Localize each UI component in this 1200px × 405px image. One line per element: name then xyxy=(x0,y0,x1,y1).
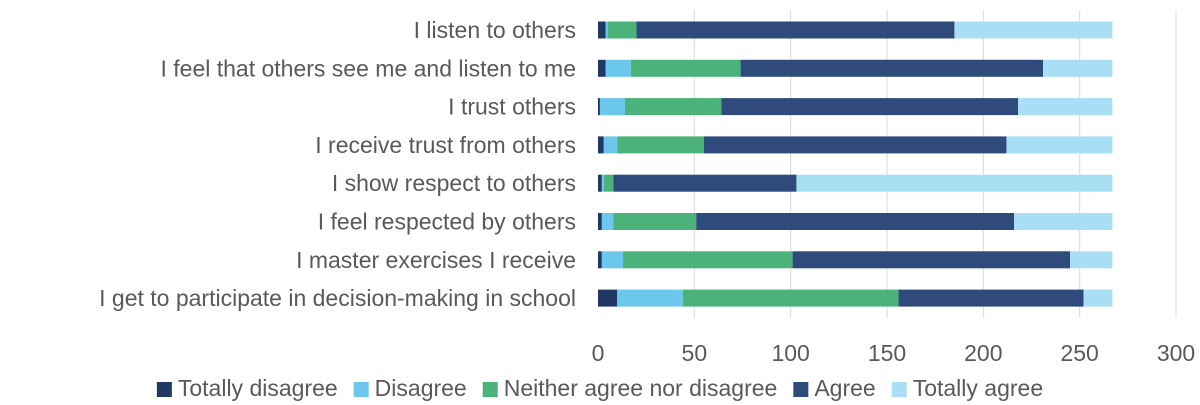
category-label: I listen to others xyxy=(414,17,576,43)
legend-item-disagree: Disagree xyxy=(353,375,467,401)
bar-segment-8-agree xyxy=(898,289,1084,307)
x-tick-label: 250 xyxy=(1060,340,1098,366)
legend-item-totally-agree: Totally agree xyxy=(891,375,1043,401)
x-axis-tick-labels: 0 50 100 150 200 250 300 xyxy=(592,340,1196,366)
bar-segment-3-agree xyxy=(721,98,1019,116)
bar-segment-3-totally-disagree xyxy=(598,98,600,116)
category-label: I receive trust from others xyxy=(315,132,576,158)
bar-segment-2-agree xyxy=(740,59,1044,77)
bar-segment-7-disagree xyxy=(601,251,624,269)
category-label: I trust others xyxy=(448,94,576,120)
category-label: I get to participate in decision-making … xyxy=(99,285,576,311)
legend-label: Neither agree nor disagree xyxy=(504,375,778,401)
bar-segment-2-disagree xyxy=(605,59,631,77)
legend-label: Agree xyxy=(814,375,875,401)
x-tick-label: 200 xyxy=(964,340,1002,366)
bar-segment-1-disagree xyxy=(605,21,608,39)
bar-segment-1-totally-agree xyxy=(954,21,1113,39)
legend: Totally disagree Disagree Neither agree no… xyxy=(156,375,1043,401)
category-label: I feel respected by others xyxy=(318,209,576,235)
legend-swatch xyxy=(793,382,809,397)
bar-segment-2-neither-agree-nor-disagree xyxy=(630,59,741,77)
legend-item-neither-agree-nor-disagree: Neither agree nor disagree xyxy=(482,375,778,401)
category-label: I feel that others see me and listen to … xyxy=(160,55,576,81)
bar-segment-4-totally-agree xyxy=(1006,136,1113,154)
bar-segment-8-totally-agree xyxy=(1083,289,1113,307)
bar-segment-8-totally-disagree xyxy=(598,289,618,307)
bar-segment-6-totally-agree xyxy=(1014,213,1113,230)
bar-segment-3-neither-agree-nor-disagree xyxy=(624,98,722,116)
x-tick-label: 150 xyxy=(868,340,906,366)
bar-segment-2-totally-agree xyxy=(1043,59,1113,77)
bar-segment-4-disagree xyxy=(603,136,618,154)
bar-segment-8-neither-agree-nor-disagree xyxy=(682,289,899,307)
grid-layer xyxy=(693,10,1177,318)
bar-segment-6-agree xyxy=(696,213,1015,230)
legend-swatch xyxy=(353,382,369,397)
legend-swatch xyxy=(482,382,498,397)
bar-segment-6-totally-disagree xyxy=(598,213,602,230)
bar-segment-4-agree xyxy=(703,136,1007,154)
legend-swatch xyxy=(891,382,907,397)
bar-segment-6-disagree xyxy=(601,213,614,230)
bar-segment-7-totally-agree xyxy=(1070,251,1113,269)
bar-segment-1-totally-disagree xyxy=(598,21,606,39)
bar-segment-7-neither-agree-nor-disagree xyxy=(623,251,793,269)
bar-segment-2-totally-disagree xyxy=(598,59,606,77)
bar-segment-4-neither-agree-nor-disagree xyxy=(617,136,704,154)
bar-segment-1-neither-agree-nor-disagree xyxy=(607,21,637,39)
bar-segment-5-totally-agree xyxy=(796,174,1113,192)
bars-layer xyxy=(598,21,1113,307)
x-tick-label: 50 xyxy=(682,340,708,366)
x-tick-label: 100 xyxy=(771,340,809,366)
bar-segment-3-totally-agree xyxy=(1018,98,1113,116)
legend-label: Disagree xyxy=(375,375,467,401)
legend-item-totally-disagree: Totally disagree xyxy=(156,375,338,401)
bar-segment-8-disagree xyxy=(617,289,683,307)
x-tick-label: 0 xyxy=(592,340,605,366)
bar-segment-5-neither-agree-nor-disagree xyxy=(603,174,614,192)
bar-segment-1-agree xyxy=(636,21,955,39)
legend-label: Totally disagree xyxy=(178,375,338,401)
bar-segment-7-totally-disagree xyxy=(598,251,602,269)
x-tick-label: 300 xyxy=(1157,340,1195,366)
bar-segment-5-agree xyxy=(613,174,797,192)
bar-segment-7-agree xyxy=(792,251,1071,269)
category-label: I master exercises I receive xyxy=(296,247,576,273)
bar-segment-4-totally-disagree xyxy=(598,136,604,154)
category-label: I show respect to others xyxy=(332,170,576,196)
category-labels: I listen to others I feel that others see… xyxy=(99,17,576,311)
bar-segment-6-neither-agree-nor-disagree xyxy=(613,213,697,230)
legend-swatch xyxy=(156,382,172,397)
bar-segment-5-disagree xyxy=(601,174,604,192)
bar-segment-3-disagree xyxy=(599,98,625,116)
bar-segment-5-totally-disagree xyxy=(598,174,602,192)
legend-item-agree: Agree xyxy=(793,375,876,401)
legend-label: Totally agree xyxy=(913,375,1043,401)
